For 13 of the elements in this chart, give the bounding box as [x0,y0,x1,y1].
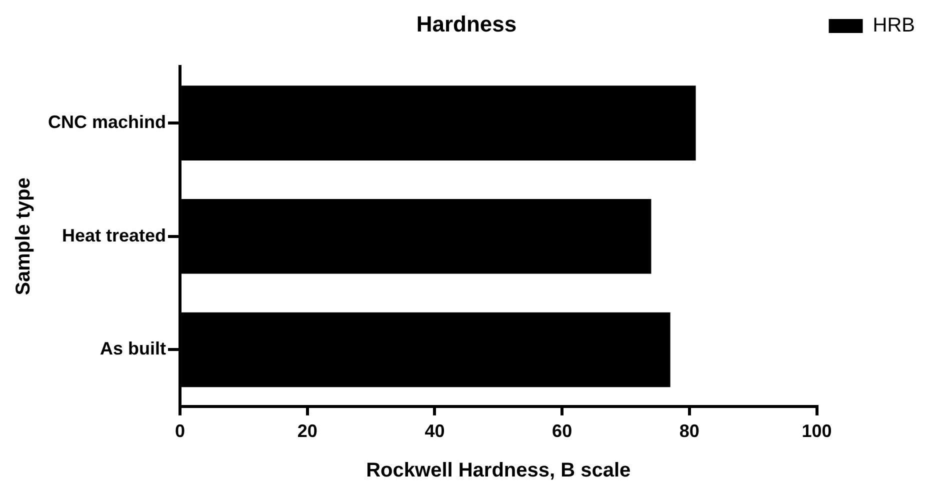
x-axis-title: Rockwell Hardness, B scale [366,460,631,482]
x-tick-label: 60 [552,421,572,442]
y-tick-label: Heat treated [62,225,166,246]
y-tick-label: CNC machind [48,112,166,132]
y-tick-label: As built [100,338,166,359]
x-tick-label: 80 [679,421,700,442]
x-tick-label: 100 [802,421,832,442]
x-tick-label: 40 [424,421,445,442]
chart-title: Hardness [416,11,517,36]
legend-label: HRB [872,14,916,37]
x-tick-label: 20 [297,421,318,442]
x-tick-label: 0 [175,421,186,442]
y-axis-title: Sample type [12,177,35,296]
